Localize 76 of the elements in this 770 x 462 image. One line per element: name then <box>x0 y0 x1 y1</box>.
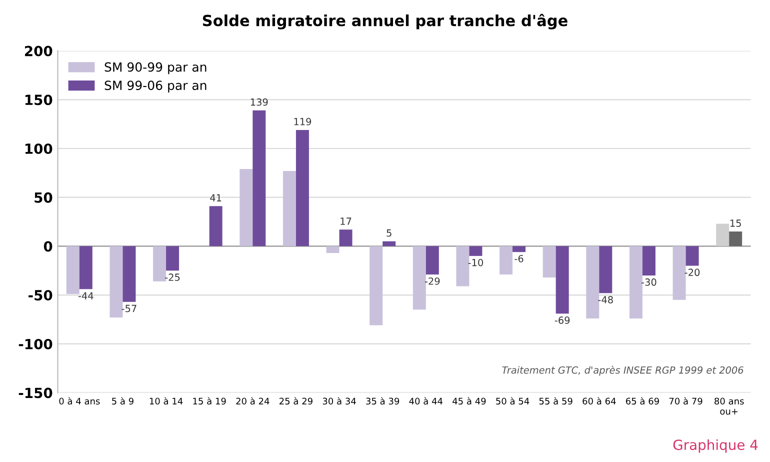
bar <box>122 246 136 302</box>
data-label: 139 <box>250 98 268 106</box>
bar <box>586 246 600 318</box>
x-tick-label: 65 à 69 <box>626 397 659 405</box>
x-tick-label: 45 à 49 <box>452 397 486 405</box>
bar <box>412 246 426 310</box>
data-label: -25 <box>165 274 180 281</box>
bar <box>686 246 699 266</box>
bar <box>382 241 396 246</box>
data-label: 41 <box>210 194 222 202</box>
x-tick-label: 55 à 59 <box>539 397 572 405</box>
y-tick-label: 100 <box>25 143 52 154</box>
bar <box>209 206 222 246</box>
text: Graphique 4 <box>673 439 758 453</box>
bar <box>79 246 92 290</box>
data-label: 17 <box>340 218 352 225</box>
x-tick-label: 60 à 64 <box>582 397 616 405</box>
chart-title: Solde migratoire annuel par tranche d'âge <box>202 14 568 30</box>
bar <box>729 232 742 246</box>
bar <box>556 246 569 314</box>
annotation: Traitement GTC, d'après INSEE RGP 1999 et 2006 <box>502 366 744 376</box>
x-tick-label: 15 à 19 <box>193 397 226 405</box>
data-label: -10 <box>468 258 484 266</box>
bar <box>456 246 470 286</box>
bar <box>512 246 526 252</box>
data-label: -69 <box>554 316 570 324</box>
bar <box>166 246 180 271</box>
data-label: -48 <box>598 296 613 304</box>
data-label: -30 <box>642 278 656 286</box>
x-tick-label: 10 à 14 <box>150 397 183 405</box>
data-label: 15 <box>730 220 741 227</box>
bar <box>642 246 656 276</box>
x-tick-label: 5 à 9 <box>112 397 134 405</box>
bar <box>66 246 80 294</box>
x-tick-label: 0 à 4 ans <box>59 397 100 405</box>
x-tick-label: 40 à 44 <box>409 397 443 405</box>
bar <box>716 224 730 246</box>
bar <box>153 246 166 282</box>
y-tick-label: -150 <box>18 388 52 398</box>
data-label: 5 <box>386 229 392 237</box>
x-tick-label: 70 à 79 <box>669 397 702 405</box>
bar <box>370 246 383 326</box>
data-label: 119 <box>294 118 312 126</box>
y-tick-label: 0 <box>44 241 52 252</box>
data-label: -29 <box>424 277 440 285</box>
x-tick-label: 30 à 34 <box>322 397 356 405</box>
bar <box>252 110 266 246</box>
data-label: -6 <box>514 254 524 262</box>
bar <box>599 246 612 294</box>
y-tick-label: 150 <box>25 94 52 106</box>
bar <box>500 246 513 275</box>
x-tick-label: 25 à 29 <box>280 397 312 405</box>
x-tick-label: 35 à 39 <box>366 397 400 405</box>
bar <box>339 230 352 246</box>
bar <box>469 246 482 256</box>
bar <box>326 246 340 254</box>
data-label: -57 <box>122 304 136 312</box>
bar <box>426 246 439 275</box>
legend-label: SM 90-99 par an <box>104 62 206 74</box>
y-tick-label: 50 <box>34 192 52 203</box>
bar <box>296 130 309 246</box>
bar <box>629 246 642 318</box>
y-tick-label: 200 <box>24 46 52 56</box>
y-tick-label: -50 <box>28 290 52 300</box>
bar <box>672 246 686 300</box>
x-tick-label: 50 à 54 <box>496 397 530 405</box>
data-label: -44 <box>78 292 94 300</box>
y-tick-label: -100 <box>18 338 52 350</box>
bar <box>240 169 253 246</box>
bar <box>542 246 556 278</box>
bar <box>282 170 296 246</box>
legend-label: SM 99-06 par an <box>104 80 206 93</box>
data-label: -20 <box>684 268 700 276</box>
bar <box>110 246 123 318</box>
x-tick-label: 80 ans ou+ <box>714 398 744 415</box>
x-tick-label: 20 à 24 <box>236 397 270 405</box>
